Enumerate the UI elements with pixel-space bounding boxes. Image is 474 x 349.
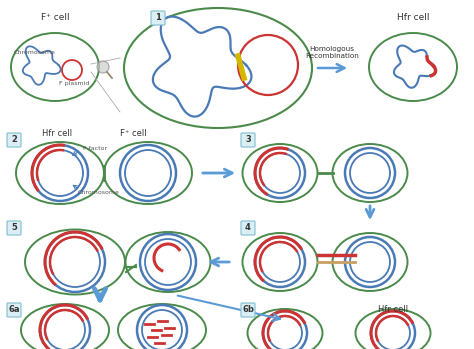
Text: 6b: 6b: [242, 305, 254, 314]
Text: 2: 2: [11, 135, 17, 144]
Text: 1: 1: [155, 14, 161, 22]
Text: 5: 5: [11, 223, 17, 232]
Text: Hfr cell: Hfr cell: [378, 305, 408, 314]
FancyBboxPatch shape: [151, 11, 165, 25]
FancyBboxPatch shape: [241, 221, 255, 235]
FancyBboxPatch shape: [7, 133, 21, 147]
FancyBboxPatch shape: [241, 133, 255, 147]
Text: Chromosome: Chromosome: [78, 190, 120, 194]
Text: F⁺ cell: F⁺ cell: [120, 128, 146, 138]
FancyBboxPatch shape: [241, 303, 255, 317]
Text: Hfr cell: Hfr cell: [397, 14, 429, 22]
FancyBboxPatch shape: [7, 303, 21, 317]
Text: F⁺ cell: F⁺ cell: [41, 14, 69, 22]
Text: 6a: 6a: [8, 305, 20, 314]
Text: Hfr cell: Hfr cell: [42, 128, 72, 138]
FancyBboxPatch shape: [7, 221, 21, 235]
Text: 3: 3: [245, 135, 251, 144]
Circle shape: [97, 61, 109, 73]
Text: Homologous
Recombination: Homologous Recombination: [305, 46, 359, 59]
Text: F factor: F factor: [83, 146, 107, 150]
Text: 4: 4: [245, 223, 251, 232]
Text: F plasmid: F plasmid: [59, 82, 89, 87]
Text: Chromosome: Chromosome: [14, 51, 56, 55]
